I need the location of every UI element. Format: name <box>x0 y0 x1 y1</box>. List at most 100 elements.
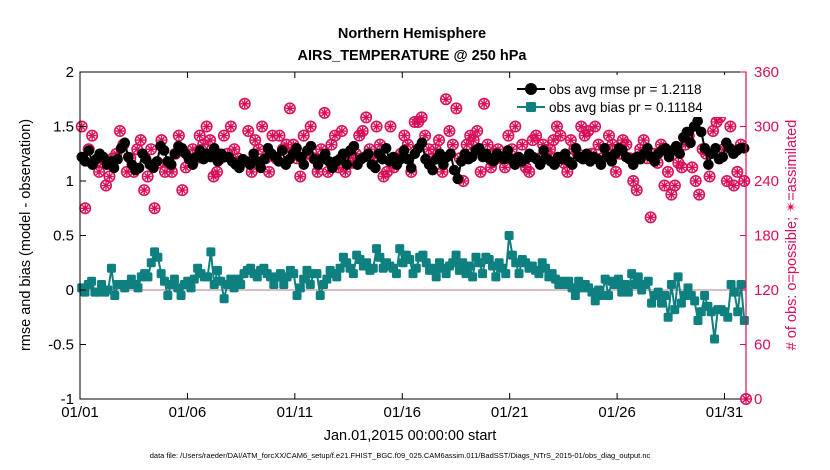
rmse-point <box>208 143 220 154</box>
bias-point <box>726 280 736 290</box>
bias-point <box>219 294 229 304</box>
rmse-point <box>405 162 417 174</box>
bias-point <box>110 290 120 300</box>
rmse-point <box>108 162 120 174</box>
bias-point <box>153 252 163 262</box>
rmse-point <box>234 162 245 174</box>
obs-count-point <box>530 129 543 142</box>
obs-count-point <box>474 165 487 178</box>
rmse-point <box>642 143 653 154</box>
obs-count-point <box>675 161 688 174</box>
bias-point <box>700 290 710 300</box>
bias-point <box>87 276 97 286</box>
obs-count-point <box>384 120 397 133</box>
rmse-point <box>703 159 714 170</box>
obs-count-point <box>731 165 744 178</box>
obs-count-point <box>242 125 255 138</box>
obs-count-point <box>297 129 310 142</box>
obs-count-point <box>471 125 484 138</box>
obs-count-point <box>224 120 237 133</box>
bias-point <box>448 258 458 268</box>
y-tick-label: -0.5 <box>48 337 74 354</box>
y-tick-label: 1 <box>66 173 74 190</box>
bias-point <box>169 274 179 284</box>
footnote: data file: /Users/raeder/DAI/ATM_forcXX/… <box>150 451 651 460</box>
bias-point <box>289 269 299 279</box>
obs-count-point <box>113 125 126 138</box>
bias-point <box>729 287 739 297</box>
y-tick-label: -1 <box>61 391 74 408</box>
chart-marks <box>75 93 752 405</box>
bias-point <box>663 312 673 322</box>
bias-point <box>643 276 653 286</box>
obs-count-point <box>703 170 716 183</box>
bias-point <box>451 250 461 260</box>
y-axis-ticks: -1 -0.5 0 0.5 1 1.5 2 <box>48 64 86 408</box>
obs-count-point <box>686 161 699 174</box>
x-tick-label: 01/16 <box>383 404 421 421</box>
rmse-point <box>717 151 729 163</box>
bias-point <box>163 290 173 300</box>
bias-point <box>736 280 746 290</box>
rmse-point <box>452 173 464 185</box>
bias-point <box>620 280 630 290</box>
rmse-point <box>398 145 410 156</box>
rmse-point <box>158 145 170 156</box>
obs-count-point <box>693 188 706 201</box>
obs-count-point <box>217 129 230 142</box>
y-tick-label: 2 <box>66 64 74 81</box>
rmse-point <box>595 159 607 170</box>
obs-count-point <box>446 138 459 151</box>
obs-count-point <box>523 165 536 178</box>
obs-count-point <box>415 111 428 124</box>
rmse-point <box>448 164 460 176</box>
obs-count-point <box>176 184 189 197</box>
x-axis-ticks: 01/01 01/06 01/11 01/16 01/21 01/26 01/31 <box>61 72 743 421</box>
x-tick-label: 01/06 <box>169 404 207 421</box>
obs-count-point <box>283 102 296 115</box>
rmse-point <box>427 164 438 176</box>
obs-count-point <box>103 170 116 183</box>
x-tick-label: 01/01 <box>61 404 99 421</box>
obs-count-point <box>138 184 151 197</box>
y-tick-label: 1.5 <box>53 119 74 136</box>
bias-point <box>315 290 325 300</box>
bias-point <box>514 269 524 279</box>
bias-point <box>633 272 643 282</box>
bias-point <box>368 263 378 273</box>
bias-point <box>690 296 700 306</box>
y2-tick-label: 240 <box>754 173 779 190</box>
rmse-point <box>277 145 288 156</box>
obs-count-point <box>582 125 595 138</box>
bias-point <box>657 298 667 308</box>
bias-point <box>723 312 733 322</box>
obs-count-point <box>356 125 369 138</box>
bias-point <box>332 272 342 282</box>
obs-count-point <box>256 120 269 133</box>
y-axis-label: rmse and bias (model - observation) <box>18 119 34 351</box>
bias-point <box>647 298 657 308</box>
obs-count-point <box>238 97 251 110</box>
bias-point <box>236 280 246 290</box>
obs-count-point <box>318 106 331 119</box>
obs-count-point <box>509 120 522 133</box>
obs-count-point <box>630 184 643 197</box>
rmse-point <box>341 159 353 170</box>
bias-point <box>391 269 401 279</box>
bias-point <box>418 250 428 260</box>
bias-point <box>213 265 223 275</box>
x-tick-label: 01/26 <box>598 404 636 421</box>
rmse-point <box>695 126 707 138</box>
bias-point <box>133 283 143 293</box>
rmse-point <box>599 143 610 154</box>
obs-count-point <box>273 129 286 142</box>
bias-point <box>666 280 676 290</box>
bias-point <box>733 307 743 317</box>
bias-point <box>670 305 680 315</box>
obs-count-point <box>668 179 681 192</box>
bias-point <box>405 254 415 264</box>
bias-point <box>683 283 693 293</box>
rmse-point <box>380 143 392 154</box>
obs-count-point <box>478 97 491 110</box>
x-tick-label: 01/21 <box>491 404 529 421</box>
